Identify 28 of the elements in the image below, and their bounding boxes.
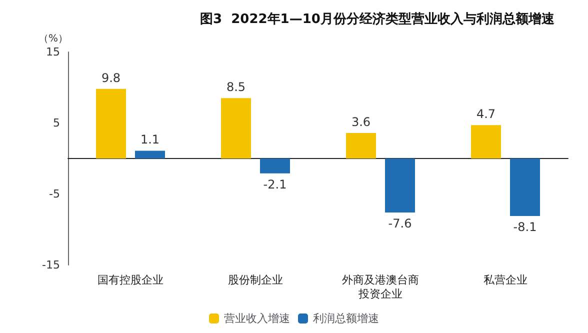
data-label: 9.8: [101, 70, 121, 85]
bar: [385, 158, 415, 212]
bar: [510, 158, 540, 216]
chart-title: 图3 2022年1—10月份分经济类型营业收入与利润总额增速: [200, 11, 556, 27]
data-label: 3.6: [351, 114, 371, 129]
bar: [260, 158, 290, 174]
y-tick-label: 5: [53, 116, 60, 130]
data-label: -8.1: [513, 220, 537, 234]
bar: [135, 150, 165, 158]
data-label: -7.6: [388, 216, 412, 230]
y-tick-label: -5: [49, 188, 60, 200]
bar: [221, 98, 251, 158]
bar: [346, 132, 376, 158]
x-tick-label: 国有控股企业: [98, 274, 164, 286]
data-label: -2.1: [263, 177, 287, 192]
x-tick-label: 私营企业: [484, 274, 528, 286]
y-axis-title: （%）: [38, 34, 68, 44]
x-tick-label: 股份制企业: [228, 274, 283, 286]
bar: [471, 125, 501, 158]
legend-label: 营业收入增速: [224, 312, 290, 325]
data-label: 4.7: [476, 107, 496, 122]
x-tick-label: 外商及港澳台商投资企业: [342, 274, 419, 300]
data-label: 1.1: [140, 132, 160, 147]
bar: [96, 88, 126, 158]
legend-label: 利润总额增速: [313, 312, 379, 325]
y-tick-label: -15: [42, 258, 60, 272]
data-label: 8.5: [226, 80, 246, 94]
y-tick-label: 15: [46, 46, 60, 58]
